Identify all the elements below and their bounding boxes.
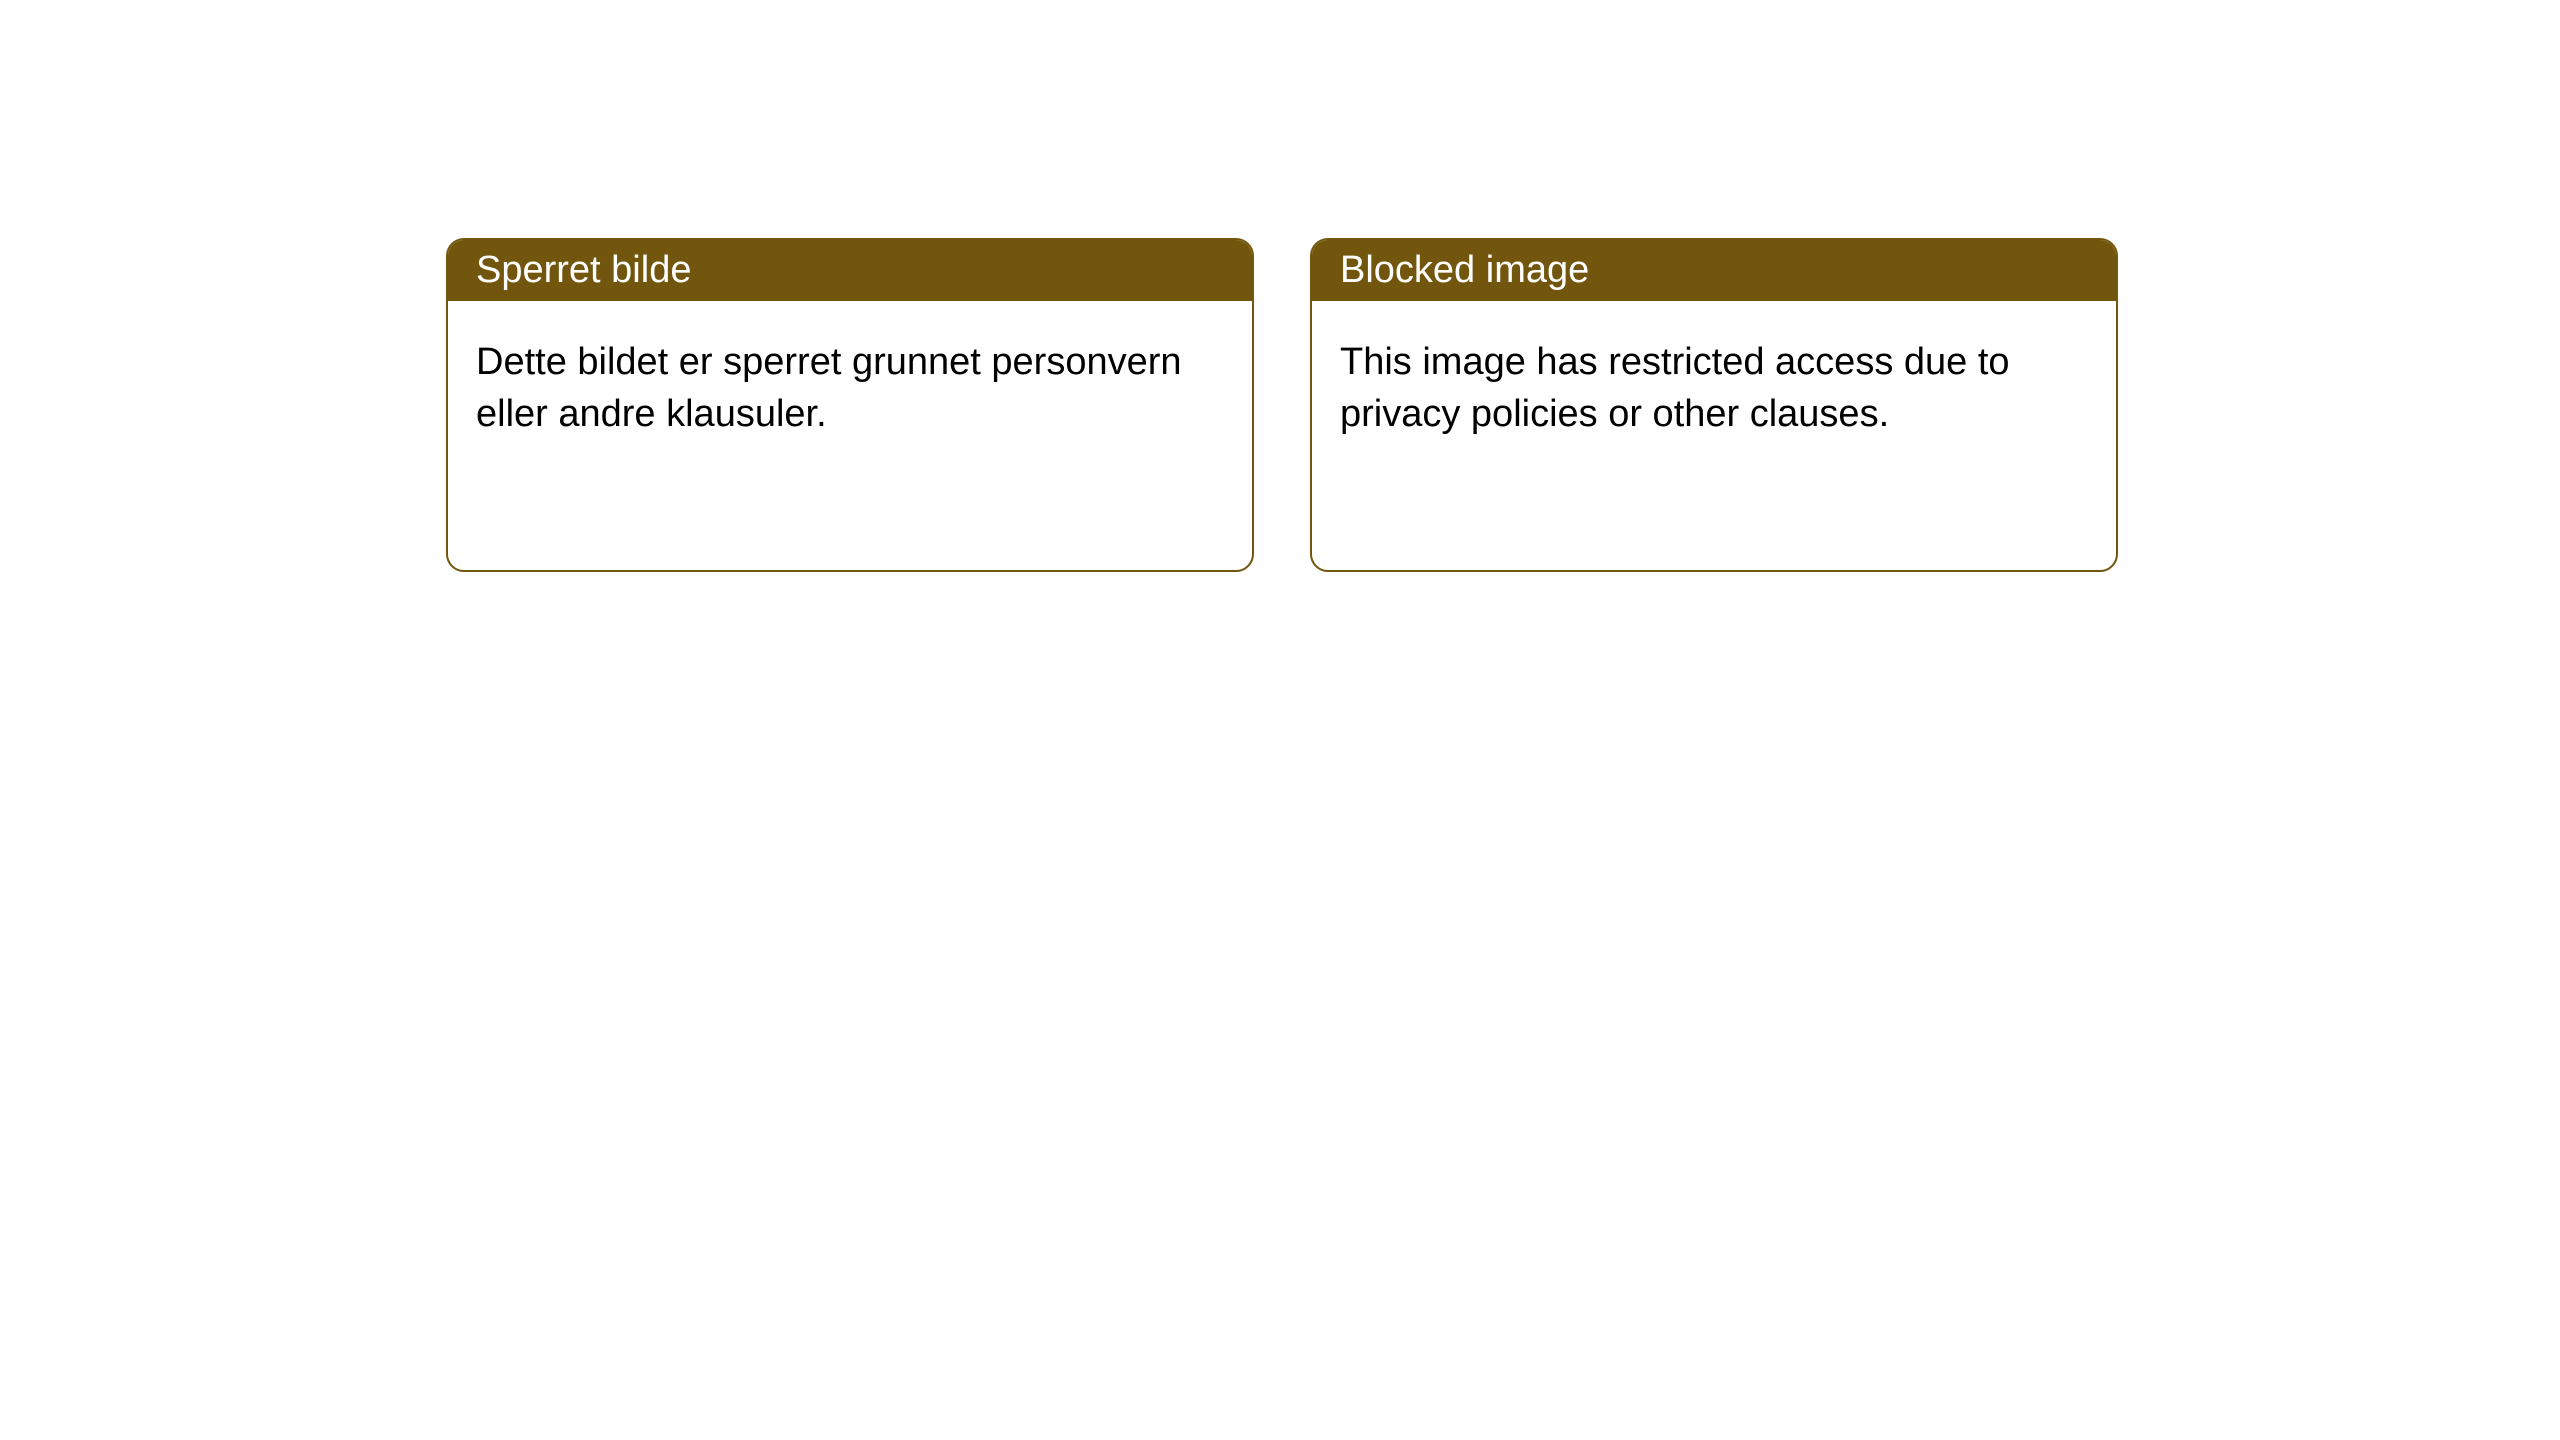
card-body-en: This image has restricted access due to … bbox=[1312, 301, 2116, 476]
card-title-en: Blocked image bbox=[1340, 249, 1589, 292]
card-text-en: This image has restricted access due to … bbox=[1340, 341, 2010, 435]
notice-cards-container: Sperret bilde Dette bildet er sperret gr… bbox=[0, 0, 2560, 572]
card-header-en: Blocked image bbox=[1312, 240, 2116, 301]
blocked-image-card-en: Blocked image This image has restricted … bbox=[1310, 238, 2118, 572]
card-title-no: Sperret bilde bbox=[476, 249, 691, 292]
card-header-no: Sperret bilde bbox=[448, 240, 1252, 301]
card-text-no: Dette bildet er sperret grunnet personve… bbox=[476, 341, 1182, 435]
card-body-no: Dette bildet er sperret grunnet personve… bbox=[448, 301, 1252, 476]
blocked-image-card-no: Sperret bilde Dette bildet er sperret gr… bbox=[446, 238, 1254, 572]
